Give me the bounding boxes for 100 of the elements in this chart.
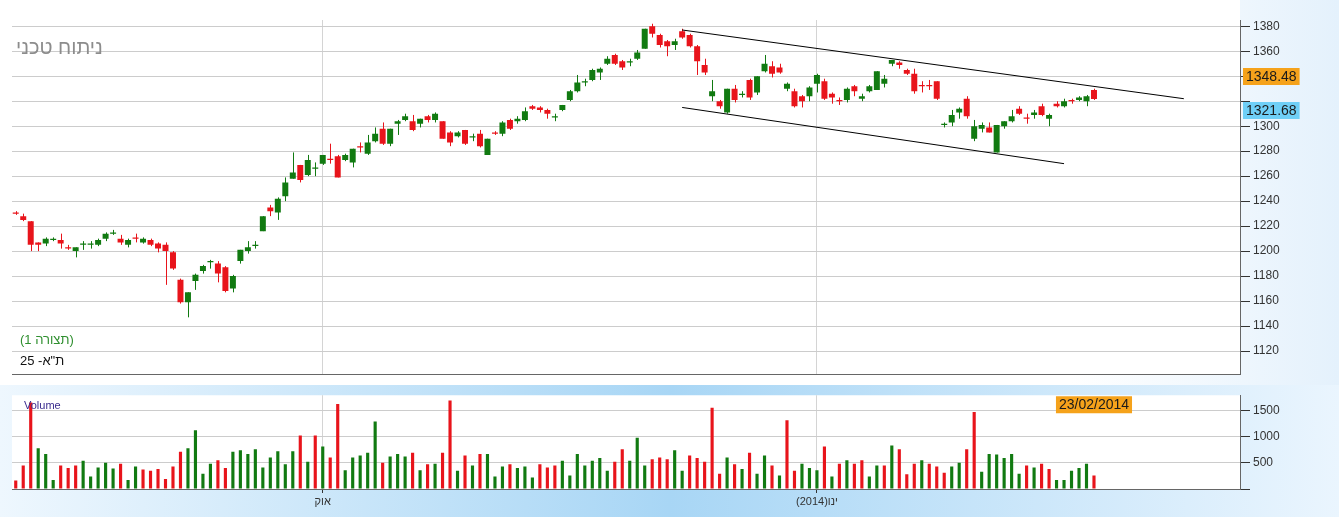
y-tick-label: 1140 bbox=[1253, 318, 1280, 333]
bar bbox=[867, 476, 871, 489]
bar bbox=[21, 465, 25, 489]
bar bbox=[560, 460, 564, 489]
bar bbox=[1032, 467, 1036, 489]
candlestick bbox=[282, 176, 289, 202]
bar bbox=[306, 461, 310, 489]
candlestick bbox=[754, 75, 761, 96]
bar bbox=[351, 457, 355, 489]
candlestick bbox=[971, 119, 978, 142]
bar bbox=[613, 461, 617, 489]
bar bbox=[148, 470, 153, 489]
y-tick-label: 1280 bbox=[1253, 143, 1281, 158]
bar bbox=[156, 469, 160, 489]
text: 1348.48 bbox=[1246, 67, 1297, 84]
bar bbox=[530, 477, 534, 489]
y-tick-label: 1380 bbox=[1253, 18, 1281, 33]
bar bbox=[830, 476, 834, 489]
bar bbox=[336, 404, 340, 489]
bar bbox=[343, 470, 347, 489]
x-tick-label: (2014)ינו bbox=[796, 494, 838, 507]
candlestick bbox=[289, 151, 296, 180]
y-tick-label: 1160 bbox=[1253, 293, 1280, 308]
bar bbox=[980, 471, 984, 489]
bar bbox=[321, 446, 325, 489]
bar bbox=[553, 465, 557, 489]
bar bbox=[575, 453, 579, 489]
bar bbox=[373, 421, 377, 489]
bar bbox=[411, 452, 415, 489]
bar bbox=[238, 450, 242, 489]
bar bbox=[1069, 470, 1074, 489]
bar bbox=[493, 476, 497, 489]
candlestick bbox=[933, 80, 940, 101]
bar bbox=[381, 462, 385, 489]
bar bbox=[905, 474, 909, 489]
bar bbox=[972, 411, 976, 489]
bar bbox=[755, 473, 759, 489]
annotation: 23/02/2014 bbox=[1058, 396, 1130, 413]
bar bbox=[1040, 463, 1044, 489]
bar bbox=[643, 465, 647, 489]
bar bbox=[36, 448, 40, 489]
candlestick bbox=[821, 78, 828, 101]
bar bbox=[313, 435, 317, 489]
bar bbox=[792, 470, 797, 489]
bar bbox=[1084, 463, 1089, 489]
bar bbox=[860, 460, 864, 489]
bar bbox=[193, 430, 198, 489]
bar bbox=[111, 468, 115, 489]
bar bbox=[1025, 465, 1029, 489]
bar bbox=[89, 476, 93, 489]
bar bbox=[440, 452, 445, 489]
bar bbox=[927, 463, 931, 489]
candlestick bbox=[379, 121, 386, 146]
bar bbox=[388, 456, 392, 489]
bar bbox=[1010, 453, 1014, 489]
bar bbox=[276, 451, 280, 489]
bar bbox=[942, 472, 946, 489]
bar bbox=[837, 463, 841, 489]
bar bbox=[725, 457, 729, 489]
text: 1321.68 bbox=[1246, 101, 1297, 118]
bar bbox=[815, 470, 819, 489]
bar bbox=[598, 458, 602, 489]
bar bbox=[246, 453, 250, 489]
bar bbox=[426, 464, 430, 489]
bar bbox=[44, 453, 48, 489]
bar bbox=[261, 467, 265, 489]
bar bbox=[957, 462, 961, 489]
candlestick bbox=[694, 44, 701, 76]
bar bbox=[1054, 480, 1059, 489]
bar bbox=[253, 449, 257, 489]
bar bbox=[470, 465, 475, 489]
bar bbox=[291, 451, 295, 489]
bar bbox=[703, 461, 707, 489]
y-tick-label: 1200 bbox=[1253, 243, 1281, 258]
bar bbox=[740, 469, 744, 489]
bar bbox=[163, 479, 168, 489]
bar bbox=[1077, 468, 1081, 489]
bar bbox=[141, 469, 145, 489]
candlestick bbox=[813, 73, 820, 93]
candlestick bbox=[169, 250, 176, 271]
bar bbox=[1002, 458, 1006, 489]
bar bbox=[171, 466, 175, 489]
bar bbox=[396, 453, 400, 489]
bar bbox=[216, 460, 220, 489]
bar bbox=[104, 462, 108, 489]
candlestick bbox=[963, 95, 970, 120]
bar bbox=[500, 466, 505, 489]
bar bbox=[1047, 469, 1051, 489]
bar bbox=[223, 468, 227, 489]
bar bbox=[995, 454, 999, 489]
bar bbox=[912, 463, 916, 489]
bar bbox=[418, 470, 422, 489]
candlestick bbox=[274, 196, 281, 221]
bar bbox=[463, 455, 467, 489]
bar bbox=[81, 460, 85, 489]
annotation: (תצורה 1) bbox=[20, 332, 74, 348]
bar bbox=[178, 451, 183, 489]
bar bbox=[455, 470, 460, 489]
y-tick-label: 1220 bbox=[1253, 218, 1281, 233]
bar bbox=[51, 480, 55, 489]
